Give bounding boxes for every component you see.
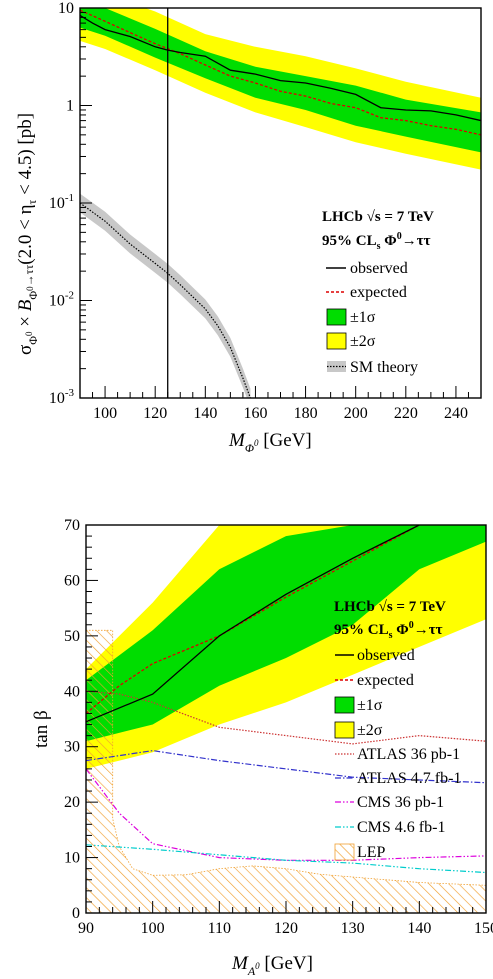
x-tick-label: 160 xyxy=(243,405,267,422)
legend: LHCb √s = 7 TeV 95% CLs Φ0→ττ observed e… xyxy=(322,209,434,376)
y-tick-label: 10 xyxy=(58,0,74,17)
y-tick-label: 10-3 xyxy=(49,387,75,407)
top-panel: 100 120 140 160 180 200 220 240 10 1 10-1 10-2 10-3… xyxy=(15,0,482,455)
x-tick-label: 130 xyxy=(341,920,365,937)
legend-cms36-label: CMS 36 pb-1 xyxy=(357,794,444,811)
legend-cms46-label: CMS 4.6 fb-1 xyxy=(357,819,445,836)
y-axis-label: tan β xyxy=(31,710,52,748)
legend-observed-label: observed xyxy=(350,260,408,277)
y-tick-label: 1 xyxy=(66,98,74,115)
legend-2sigma-swatch xyxy=(334,721,355,739)
x-tick-label: 110 xyxy=(208,920,231,937)
legend-1sigma-label: ±1σ xyxy=(357,697,383,714)
band-1sigma-area xyxy=(86,525,486,742)
legend-1sigma-label: ±1σ xyxy=(350,309,376,326)
expected-line xyxy=(80,9,481,136)
x-tick-label: 220 xyxy=(394,405,418,422)
legend: LHCb √s = 7 TeV 95% CLs Φ0→ττ observed e… xyxy=(334,599,461,861)
observed-line xyxy=(80,14,481,122)
y-tick-label: 30 xyxy=(64,739,80,756)
observed-line xyxy=(86,525,420,723)
bottom-panel: 90 100 110 120 130 140 150 0 10 20 30 40 50 60 70 MA0… xyxy=(31,517,493,978)
x-ticks: 100 120 140 160 180 200 220 240 xyxy=(79,386,482,422)
x-tick-label: 120 xyxy=(143,405,167,422)
legend-lep-swatch xyxy=(334,843,355,861)
x-axis-label: MΦ0 [GeV] xyxy=(228,430,312,455)
legend-subtitle: 95% CLs Φ0→ττ xyxy=(334,620,443,641)
cms-4p6fb-line xyxy=(86,844,486,874)
x-tick-label: 90 xyxy=(78,920,94,937)
y-tick-label: 10-1 xyxy=(49,192,74,212)
atlas-4p7fb-line xyxy=(86,749,486,784)
legend-atlas47-label: ATLAS 4.7 fb-1 xyxy=(357,770,461,787)
x-tick-label: 150 xyxy=(474,920,493,937)
y-tick-label: 60 xyxy=(64,572,80,589)
y-tick-label: 0 xyxy=(72,905,80,922)
x-tick-label: 140 xyxy=(193,405,217,422)
x-tick-label: 240 xyxy=(444,405,468,422)
legend-expected-label: expected xyxy=(357,672,414,689)
x-tick-label: 120 xyxy=(274,920,298,937)
x-tick-label: 200 xyxy=(344,405,368,422)
legend-title: LHCb √s = 7 TeV xyxy=(334,599,446,615)
x-axis-label: MA0 [GeV] xyxy=(231,953,313,978)
legend-expected-label: expected xyxy=(350,284,407,301)
legend-lep-label: LEP xyxy=(357,844,386,861)
y-tick-label: 70 xyxy=(64,517,80,534)
y-tick-label: 40 xyxy=(64,683,80,700)
y-ticks: 0 10 20 30 40 50 60 70 xyxy=(64,517,98,922)
y-axis-label: σΦ0 × BΦ0→ττ(2.0 < ητ < 4.5) [pb] xyxy=(15,113,40,355)
lep-excluded-region xyxy=(86,629,486,913)
cms-36pb-line xyxy=(86,768,486,861)
y-tick-label: 10-2 xyxy=(49,290,74,310)
legend-subtitle: 95% CLs Φ0→ττ xyxy=(322,231,431,252)
x-tick-label: 100 xyxy=(93,405,117,422)
legend-sm-label: SM theory xyxy=(350,359,418,376)
y-tick-label: 20 xyxy=(64,794,80,811)
atlas-36pb-line xyxy=(86,690,486,745)
sm-theory-line xyxy=(80,202,251,398)
legend-1sigma-swatch xyxy=(326,308,347,326)
legend-observed-label: observed xyxy=(357,647,415,664)
legend-2sigma-label: ±2σ xyxy=(357,722,383,739)
x-tick-label: 100 xyxy=(141,920,165,937)
x-ticks: 90 100 110 120 130 140 150 xyxy=(78,901,493,937)
sm-theory-band xyxy=(80,193,251,398)
band-1sigma-area xyxy=(80,8,481,153)
y-tick-label: 10 xyxy=(64,850,80,867)
x-tick-label: 140 xyxy=(407,920,431,937)
legend-2sigma-swatch xyxy=(326,332,347,350)
legend-1sigma-swatch xyxy=(334,696,355,714)
legend-2sigma-label: ±2σ xyxy=(350,333,376,350)
x-tick-label: 180 xyxy=(294,405,318,422)
legend-title: LHCb √s = 7 TeV xyxy=(322,209,434,225)
y-tick-label: 50 xyxy=(64,628,80,645)
legend-atlas36-label: ATLAS 36 pb-1 xyxy=(357,746,460,763)
y-ticks: 10 1 10-1 10-2 10-3 xyxy=(49,0,92,407)
